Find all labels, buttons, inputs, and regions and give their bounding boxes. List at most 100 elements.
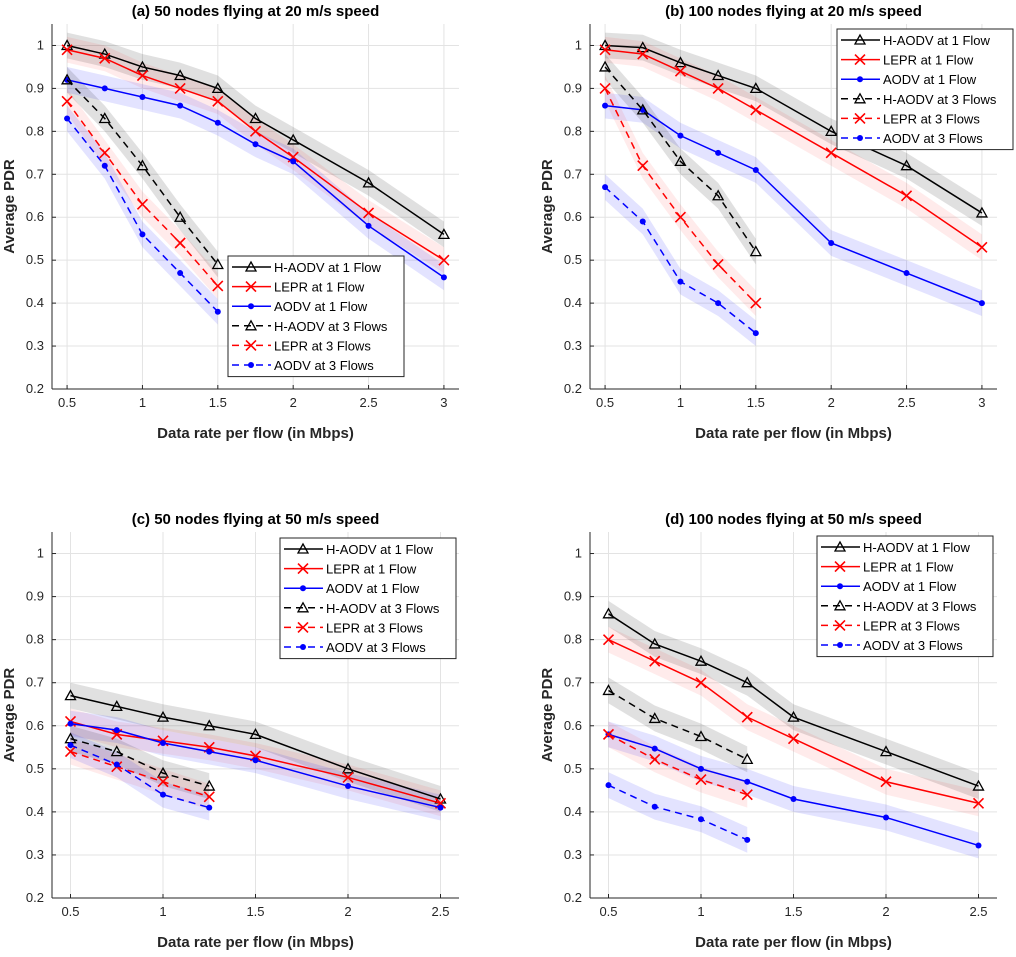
data-point [211,82,224,94]
data-point [110,745,123,757]
confidence-band [70,682,441,812]
legend-entry: H-AODV at 1 Flow [863,540,971,555]
series-lepr-at-3-flows [64,746,215,803]
confidence-band [608,600,979,799]
data-point [602,607,615,619]
x-tick-label: 1 [139,395,146,410]
y-tick-label: 0.9 [564,80,582,95]
x-tick-label: 2 [344,904,351,919]
legend-entry: LEPR at 3 Flows [274,338,371,353]
y-tick-label: 0.6 [564,718,582,733]
data-point [880,776,892,788]
data-point [287,133,300,145]
data-point [715,300,722,307]
data-point [749,245,762,257]
series-line [66,79,219,265]
data-point [101,85,108,92]
data-point [975,206,989,218]
x-tick-label: 3 [440,395,447,410]
legend-marker [834,561,846,573]
legend-marker [833,540,847,552]
legend-box [836,28,1014,151]
data-point [749,82,762,94]
data-point [67,742,74,749]
data-point [139,94,146,100]
x-tick-label: 2.5 [898,395,916,410]
data-point [249,125,262,137]
data-point [203,779,216,791]
confidence-band [608,677,748,773]
data-point [177,270,184,277]
data-point [651,745,658,752]
y-tick-label: 1 [575,37,582,52]
data-point [694,654,708,666]
y-tick-label: 0.7 [564,675,582,690]
legend-marker [833,599,847,611]
x-tick-label: 0.5 [58,395,76,410]
y-tick-label: 1 [37,546,44,561]
series-h-aodv-at-3-flows [598,60,762,257]
data-point [136,69,149,82]
data-point [674,211,687,223]
data-point [648,712,661,724]
series-line [608,689,748,761]
legend-marker [245,281,257,293]
data-point [214,308,221,315]
chart-title: (c) 50 nodes flying at 50 m/s speed [132,511,380,528]
data-point [712,189,725,201]
y-axis-label: Average PDR [539,159,556,254]
data-point [174,237,186,249]
y-tick-label: 0.8 [564,632,582,647]
legend-marker [857,135,863,141]
legend-marker [837,583,843,590]
y-tick-label: 0.9 [26,589,44,604]
series-h-aodv-at-1-flow [602,607,985,791]
data-point [741,711,753,723]
series-aodv-at-3-flows [602,184,759,337]
legend-entry: H-AODV at 3 Flows [274,319,388,334]
legend: H-AODV at 1 Flow LEPR at 1 Flow AODV at 1 … [279,537,457,660]
data-point [975,842,982,849]
chart-title: (a) 50 nodes flying at 20 m/s speed [132,3,380,20]
data-point [750,104,762,116]
y-tick-label: 0.3 [564,338,582,353]
y-tick-label: 1 [575,546,582,561]
y-tick-label: 0.3 [564,847,582,862]
x-axis-label: Data rate per flow (in Mbps) [157,934,354,951]
data-point [249,728,262,740]
data-point [365,222,372,229]
series-line [66,100,219,287]
data-point [156,766,170,778]
series-aodv-at-3-flows [64,115,221,315]
data-point [203,719,216,731]
data-point [976,241,988,253]
data-point [203,791,215,803]
legend-entry: AODV at 3 Flows [274,358,374,373]
data-point [752,330,759,337]
legend-entry: AODV at 3 Flows [326,640,426,655]
x-axis-label: Data rate per flow (in Mbps) [157,425,354,442]
data-point [598,60,612,72]
legend-marker [296,601,310,613]
data-point [648,637,661,649]
legend-entry: LEPR at 3 Flows [883,111,980,126]
data-point [972,797,985,809]
data-point [695,774,707,786]
chart-title: (b) 100 nodes flying at 20 m/s speed [665,3,922,20]
y-tick-label: 0.9 [26,80,44,95]
y-tick-label: 0.5 [564,252,582,267]
confidence-band [608,626,979,817]
legend-marker [245,339,257,351]
data-point [677,132,684,139]
y-tick-label: 0.4 [564,295,582,310]
x-tick-label: 2 [290,395,297,410]
data-point [110,700,123,712]
chart-title: (d) 100 nodes flying at 50 m/s speed [665,511,922,528]
series-line [66,44,445,236]
data-point [61,44,73,56]
data-point [64,115,71,122]
y-axis-label: Average PDR [1,668,18,763]
x-tick-label: 1.5 [747,395,765,410]
x-tick-label: 2 [828,395,835,410]
data-point [978,300,985,307]
